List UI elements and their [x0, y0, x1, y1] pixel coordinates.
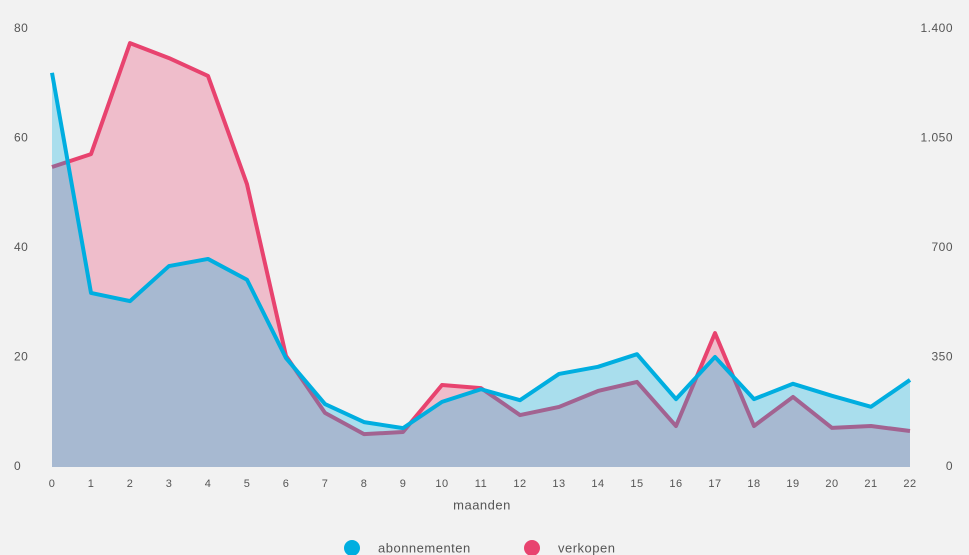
legend-swatch: [344, 540, 360, 555]
x-tick-label: 3: [166, 478, 173, 490]
legend-swatch: [524, 540, 540, 555]
y-tick-label: 40: [14, 240, 28, 254]
y2-tick-label: 0: [946, 459, 953, 473]
y-tick-label: 60: [14, 131, 28, 145]
x-axis-label: maanden: [453, 497, 511, 512]
x-tick-label: 17: [708, 478, 721, 490]
x-tick-label: 6: [283, 478, 290, 490]
y2-tick-label: 1.050: [920, 131, 953, 145]
x-tick-label: 2: [127, 478, 134, 490]
x-tick-label: 4: [205, 478, 212, 490]
x-tick-label: 12: [513, 478, 526, 490]
legend-label: verkopen: [558, 540, 615, 555]
x-tick-label: 7: [322, 478, 329, 490]
x-tick-label: 10: [435, 478, 448, 490]
x-tick-label: 0: [49, 478, 56, 490]
x-tick-label: 14: [591, 478, 604, 490]
y-tick-label: 0: [14, 459, 21, 473]
y2-tick-label: 350: [931, 350, 953, 364]
x-tick-label: 5: [244, 478, 251, 490]
y2-tick-label: 1.400: [920, 21, 953, 35]
x-tick-label: 19: [786, 478, 799, 490]
x-tick-label: 1: [88, 478, 95, 490]
x-tick-label: 22: [903, 478, 916, 490]
y-tick-label: 20: [14, 350, 28, 364]
x-tick-label: 18: [747, 478, 760, 490]
x-tick-label: 13: [552, 478, 565, 490]
x-tick-label: 15: [630, 478, 643, 490]
line: [50, 72, 912, 431]
y-tick-label: 80: [14, 21, 28, 35]
x-tick-label: 16: [669, 478, 682, 490]
x-tick-label: 9: [400, 478, 407, 490]
x-tick-label: 21: [864, 478, 877, 490]
area: [52, 43, 910, 467]
x-tick-label: 8: [361, 478, 368, 490]
x-tick-label: 20: [825, 478, 838, 490]
area: [52, 72, 910, 468]
y2-tick-label: 700: [931, 240, 953, 254]
x-tick-label: 11: [475, 478, 487, 490]
legend-label: abonnementen: [378, 540, 471, 555]
